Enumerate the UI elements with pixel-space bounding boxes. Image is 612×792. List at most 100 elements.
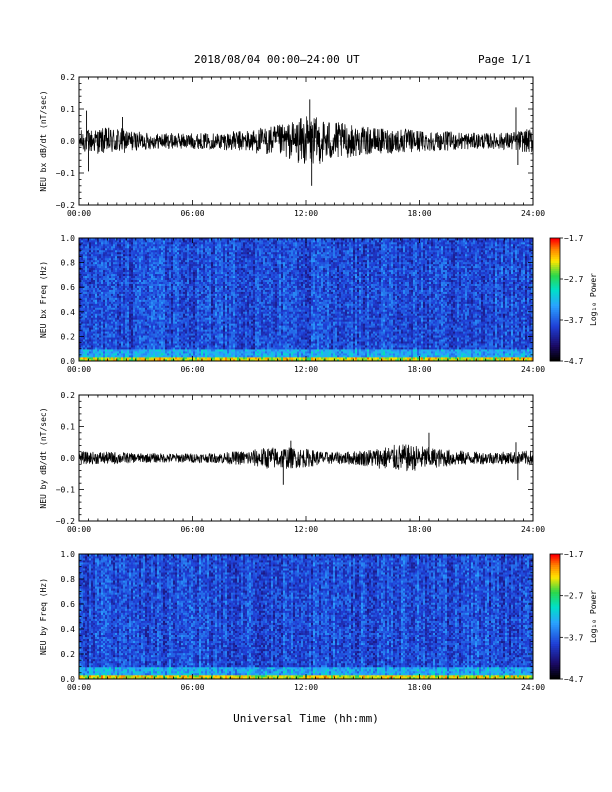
heatmap-cell bbox=[145, 303, 148, 306]
heatmap-cell bbox=[97, 329, 100, 332]
heatmap-cell bbox=[207, 305, 210, 308]
heatmap-cell bbox=[223, 285, 226, 288]
heatmap-cell bbox=[233, 247, 236, 251]
heatmap-cell bbox=[83, 277, 86, 281]
heatmap-cell bbox=[123, 261, 126, 265]
heatmap-cell bbox=[203, 275, 206, 279]
heatmap-cell bbox=[135, 275, 138, 279]
heatmap-cell bbox=[149, 297, 152, 300]
heatmap-cell bbox=[185, 267, 188, 271]
heatmap-cell bbox=[201, 299, 204, 302]
heatmap-cell bbox=[125, 275, 128, 279]
heatmap-cell bbox=[169, 315, 172, 318]
heatmap-cell bbox=[171, 323, 174, 326]
heatmap-cell bbox=[199, 239, 202, 243]
heatmap-cell bbox=[187, 327, 190, 330]
heatmap-cell bbox=[179, 339, 182, 342]
heatmap-cell bbox=[113, 283, 116, 286]
heatmap-cell bbox=[159, 335, 162, 338]
heatmap-cell bbox=[109, 315, 112, 318]
heatmap-cell bbox=[233, 313, 236, 316]
heatmap-cell bbox=[127, 313, 130, 316]
heatmap-cell bbox=[193, 285, 196, 288]
heatmap-cell bbox=[185, 238, 188, 241]
heatmap-cell bbox=[219, 339, 222, 342]
heatmap-cell bbox=[85, 331, 88, 334]
heatmap-cell bbox=[219, 357, 222, 360]
heatmap-cell bbox=[85, 275, 88, 279]
heatmap-cell bbox=[217, 267, 220, 271]
heatmap-cell bbox=[229, 287, 232, 290]
heatmap-cell bbox=[205, 305, 208, 308]
heatmap-cell bbox=[81, 257, 84, 261]
heatmap-cell bbox=[201, 255, 204, 259]
heatmap-cell bbox=[233, 271, 236, 275]
heatmap-cell bbox=[103, 247, 106, 251]
heatmap-cell bbox=[211, 291, 214, 294]
heatmap-cell bbox=[97, 335, 100, 338]
heatmap-cell bbox=[219, 317, 222, 320]
heatmap-cell bbox=[109, 295, 112, 298]
heatmap-cell bbox=[147, 289, 150, 292]
heatmap-cell bbox=[101, 337, 104, 340]
heatmap-cell bbox=[185, 273, 188, 277]
heatmap-cell bbox=[155, 243, 158, 247]
heatmap-cell bbox=[91, 357, 94, 360]
heatmap-cell bbox=[99, 277, 102, 281]
heatmap-cell bbox=[149, 249, 152, 253]
heatmap-cell bbox=[165, 271, 168, 275]
heatmap-cell bbox=[117, 245, 120, 249]
heatmap-cell bbox=[199, 325, 202, 328]
heatmap-cell bbox=[183, 305, 186, 308]
heatmap-cell bbox=[101, 323, 104, 326]
heatmap-cell bbox=[169, 347, 172, 350]
heatmap-cell bbox=[85, 245, 88, 249]
heatmap-cell bbox=[231, 271, 234, 275]
heatmap-cell bbox=[229, 341, 232, 344]
heatmap-cell bbox=[161, 261, 164, 265]
heatmap-cell bbox=[143, 279, 146, 282]
heatmap-cell bbox=[223, 271, 226, 275]
heatmap-cell bbox=[113, 259, 116, 263]
heatmap-cell bbox=[117, 323, 120, 326]
heatmap-cell bbox=[189, 257, 192, 261]
heatmap-cell bbox=[119, 315, 122, 318]
heatmap-cell bbox=[189, 269, 192, 273]
heatmap-cell bbox=[189, 267, 192, 271]
heatmap-cell bbox=[189, 249, 192, 253]
heatmap-cell bbox=[133, 281, 136, 284]
heatmap-cell bbox=[139, 281, 142, 284]
heatmap-cell bbox=[177, 251, 180, 255]
heatmap-cell bbox=[173, 293, 176, 296]
heatmap-cell bbox=[101, 287, 104, 290]
heatmap-cell bbox=[107, 323, 110, 326]
heatmap-cell bbox=[159, 289, 162, 292]
heatmap-cell bbox=[177, 287, 180, 290]
heatmap-cell bbox=[125, 325, 128, 328]
heatmap-cell bbox=[179, 293, 182, 296]
heatmap-cell bbox=[153, 339, 156, 342]
heatmap-cell bbox=[117, 263, 120, 267]
heatmap-cell bbox=[185, 279, 188, 282]
heatmap-cell bbox=[131, 289, 134, 292]
heatmap-cell bbox=[143, 347, 146, 350]
heatmap-cell bbox=[109, 253, 112, 257]
heatmap-cell bbox=[117, 251, 120, 255]
heatmap-cell bbox=[135, 315, 138, 318]
heatmap-cell bbox=[193, 357, 196, 360]
heatmap-cell bbox=[109, 301, 112, 304]
heatmap-cell bbox=[93, 333, 96, 336]
heatmap-cell bbox=[127, 337, 130, 340]
heatmap-cell bbox=[137, 305, 140, 308]
heatmap-cell bbox=[95, 335, 98, 338]
heatmap-cell bbox=[229, 303, 232, 306]
heatmap-cell bbox=[229, 281, 232, 284]
heatmap-cell bbox=[157, 295, 160, 298]
heatmap-cell bbox=[141, 247, 144, 251]
heatmap-cell bbox=[181, 351, 184, 354]
heatmap-cell bbox=[183, 317, 186, 320]
heatmap-cell bbox=[175, 257, 178, 261]
heatmap-cell bbox=[89, 253, 92, 257]
heatmap-cell bbox=[133, 343, 136, 346]
heatmap-cell bbox=[135, 291, 138, 294]
